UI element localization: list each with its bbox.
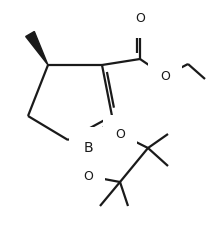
Text: B: B xyxy=(83,141,93,155)
Polygon shape xyxy=(26,32,48,65)
Text: O: O xyxy=(115,128,125,140)
Text: O: O xyxy=(135,12,145,26)
Text: O: O xyxy=(83,169,93,183)
Text: O: O xyxy=(160,69,170,83)
